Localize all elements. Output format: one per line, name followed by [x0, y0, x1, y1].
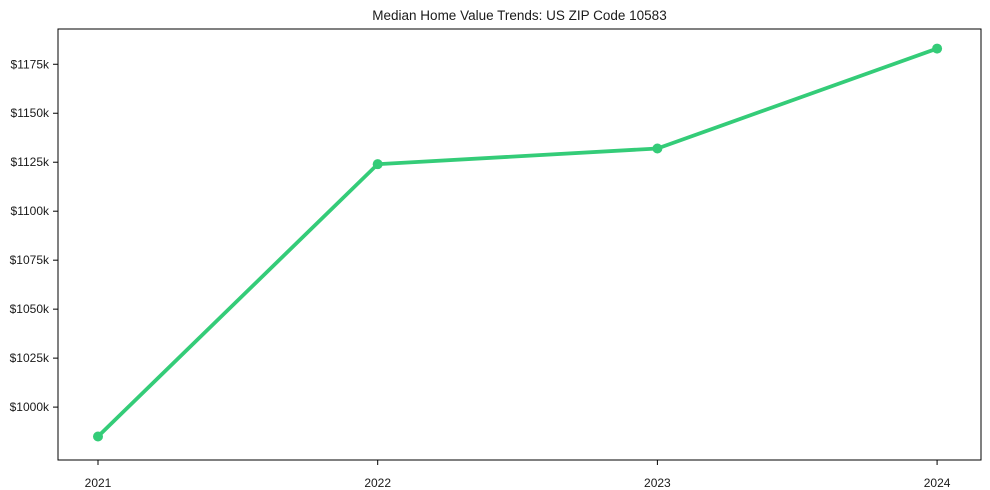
plot-border [57, 28, 982, 461]
x-tick-label: 2024 [924, 476, 951, 490]
y-tick-label: $1000k [10, 400, 50, 414]
x-tick-label: 2022 [364, 476, 391, 490]
x-tick-label: 2021 [85, 476, 112, 490]
y-tick-label: $1075k [10, 253, 50, 267]
y-tick-label: $1025k [10, 351, 50, 365]
y-tick-label: $1100k [11, 204, 50, 218]
y-tick-label: $1050k [10, 302, 50, 316]
data-point-marker [652, 143, 663, 154]
data-point-marker [372, 159, 383, 170]
trend-line [96, 46, 939, 439]
y-tick-label: $1150k [11, 106, 50, 120]
x-tick-label: 2023 [644, 476, 671, 490]
chart-title: Median Home Value Trends: US ZIP Code 10… [372, 8, 667, 23]
data-point-marker [92, 431, 103, 442]
y-tick-label: $1125k [11, 155, 50, 169]
y-tick-label: $1175k [11, 57, 50, 71]
data-point-marker [932, 43, 943, 54]
